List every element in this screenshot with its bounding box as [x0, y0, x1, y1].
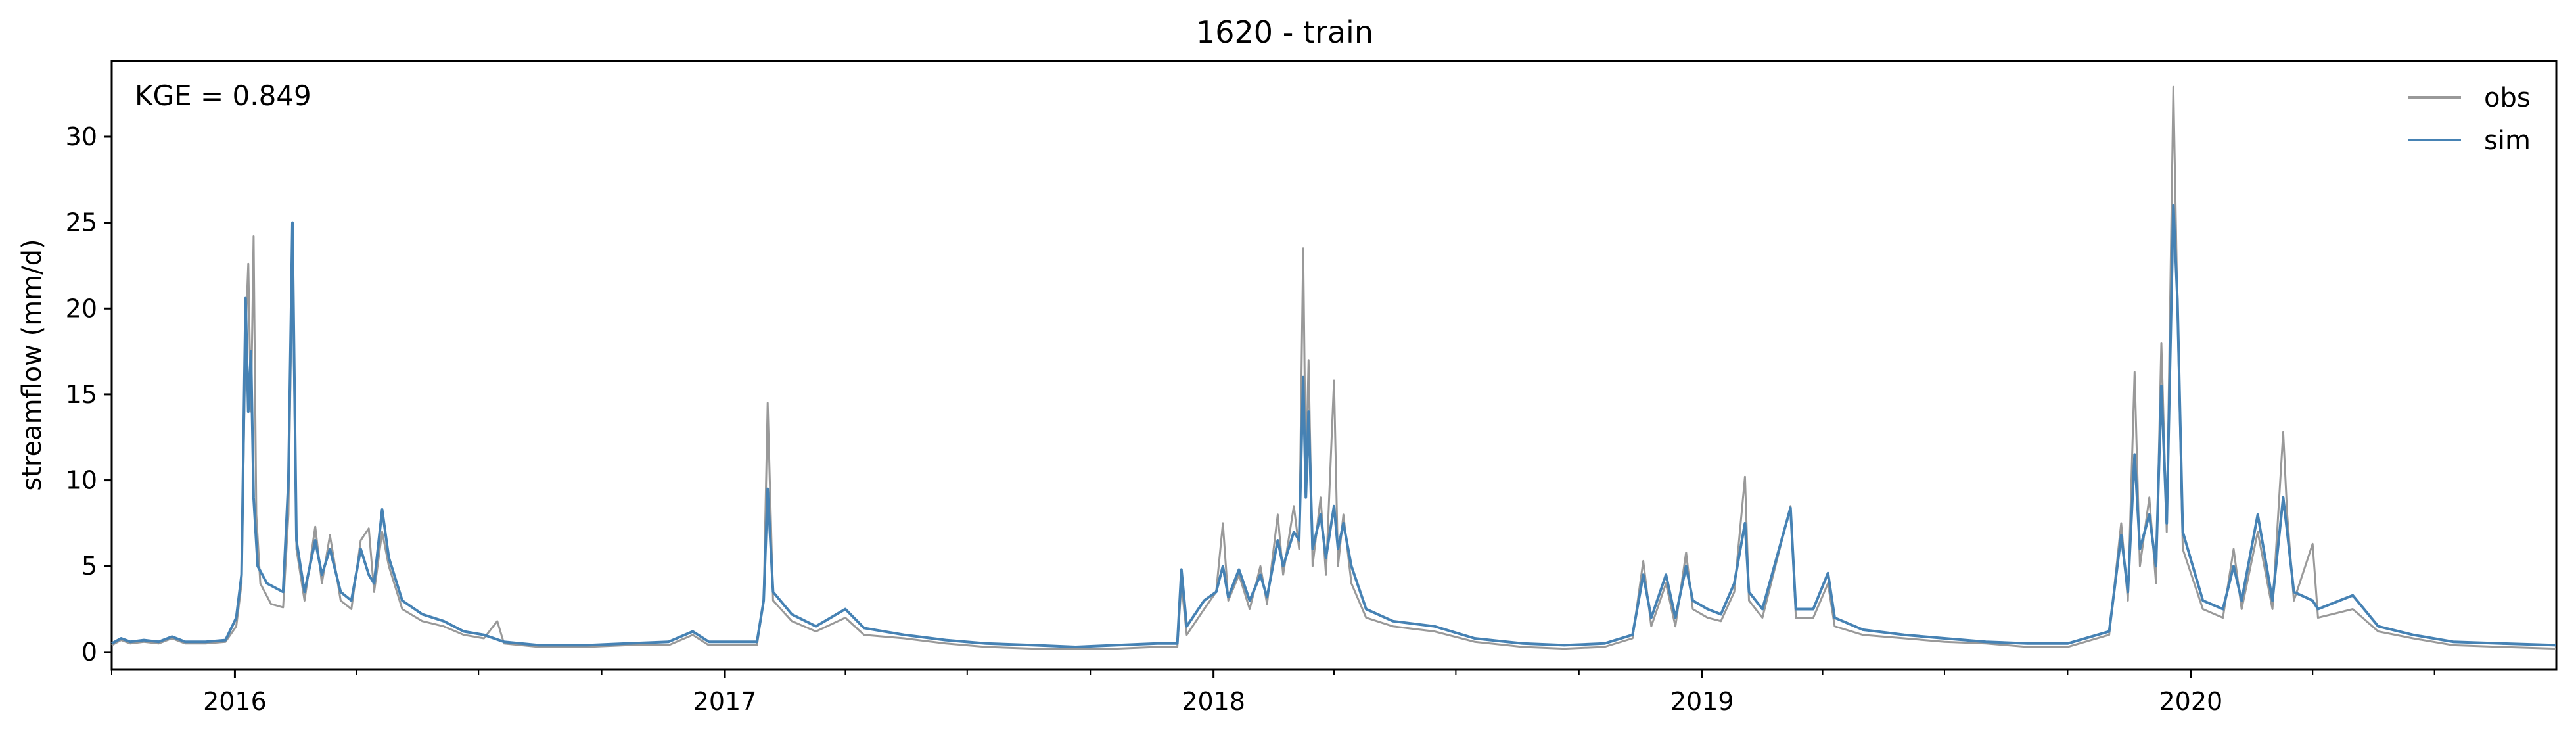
series-layer	[111, 85, 2557, 650]
plot-frame	[110, 60, 2558, 671]
y-axis: 0 5 10 15 20 25 30	[66, 122, 112, 667]
plot-area: 0 5 10 15 20 25 30 2016 2017 2018 2019 2020	[66, 60, 2558, 716]
y-tick-label: 30	[66, 122, 97, 151]
chart-title: 1620 - train	[1196, 14, 1373, 50]
kge-annotation: KGE = 0.849	[135, 80, 311, 112]
y-tick-label: 0	[81, 638, 97, 667]
y-tick-label: 10	[66, 466, 97, 495]
x-tick-label: 2019	[1670, 687, 1734, 716]
legend-label-sim: sim	[2484, 126, 2531, 156]
x-tick-label: 2018	[1182, 687, 1245, 716]
legend: obs sim	[2408, 83, 2531, 156]
x-tick-label: 2020	[2159, 687, 2222, 716]
series-line-obs	[111, 85, 2557, 650]
y-tick-label: 5	[81, 552, 97, 581]
legend-label-obs: obs	[2484, 83, 2531, 113]
series-line-sim	[111, 204, 2557, 648]
y-tick-label: 20	[66, 294, 97, 323]
y-tick-label: 25	[66, 208, 97, 237]
y-tick-label: 15	[66, 380, 97, 409]
x-tick-label: 2016	[203, 687, 267, 716]
y-axis-label: streamflow (mm/d)	[17, 239, 47, 490]
x-axis: 2016 2017 2018 2019 2020	[111, 669, 2435, 716]
x-tick-label: 2017	[693, 687, 757, 716]
